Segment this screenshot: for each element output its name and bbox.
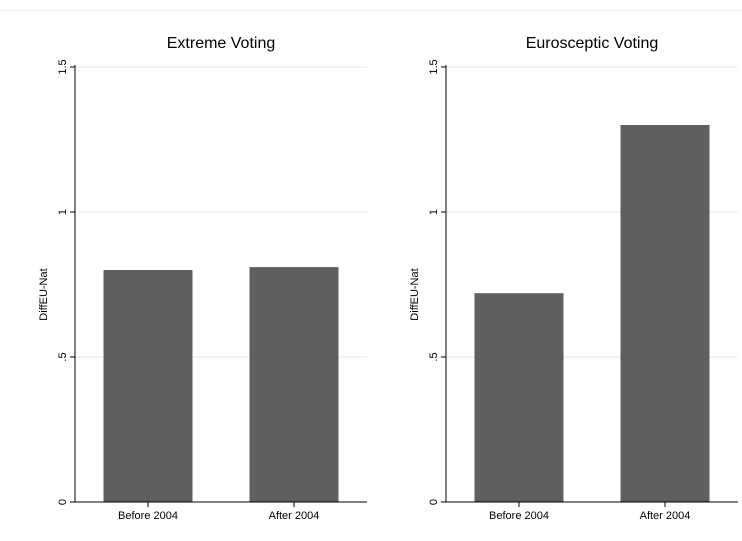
y-axis-label: DiffEU-Nat	[409, 268, 421, 320]
y-tick-label: .5	[57, 352, 69, 361]
top-border-line	[0, 10, 742, 11]
y-tick-label: 1	[428, 209, 440, 215]
y-tick-label: 1.5	[428, 59, 440, 74]
chart-panel-extreme-voting: Extreme Voting DiffEU-Nat 0 .5 1 1.5 Before …	[38, 35, 367, 522]
bar-after-2004	[620, 125, 710, 502]
bar-before-2004	[103, 270, 193, 502]
chart-svg-extreme-voting: Extreme Voting DiffEU-Nat 0 .5 1 1.5 Before …	[38, 35, 367, 522]
bar-after-2004	[249, 267, 339, 502]
chart-panel-eurosceptic-voting: Eurosceptic Voting DiffEU-Nat 0 .5 1 1.5 Bef…	[371, 0, 742, 541]
y-tick-label: 1.5	[57, 59, 69, 74]
x-tick-label: Before 2004	[489, 510, 549, 522]
x-tick-label: After 2004	[640, 510, 691, 522]
chart-title: Extreme Voting	[167, 35, 276, 52]
x-tick-label: Before 2004	[118, 510, 178, 522]
x-tick-label: After 2004	[269, 510, 320, 522]
chart-svg-eurosceptic-voting: Eurosceptic Voting DiffEU-Nat 0 .5 1 1.5 Bef…	[409, 35, 738, 522]
y-tick-label: .5	[428, 352, 440, 361]
chart-title: Eurosceptic Voting	[526, 35, 659, 52]
y-tick-label: 0	[428, 499, 440, 505]
bar-before-2004	[474, 293, 564, 502]
y-axis-label: DiffEU-Nat	[38, 268, 50, 320]
y-tick-label: 0	[57, 499, 69, 505]
y-tick-label: 1	[57, 209, 69, 215]
